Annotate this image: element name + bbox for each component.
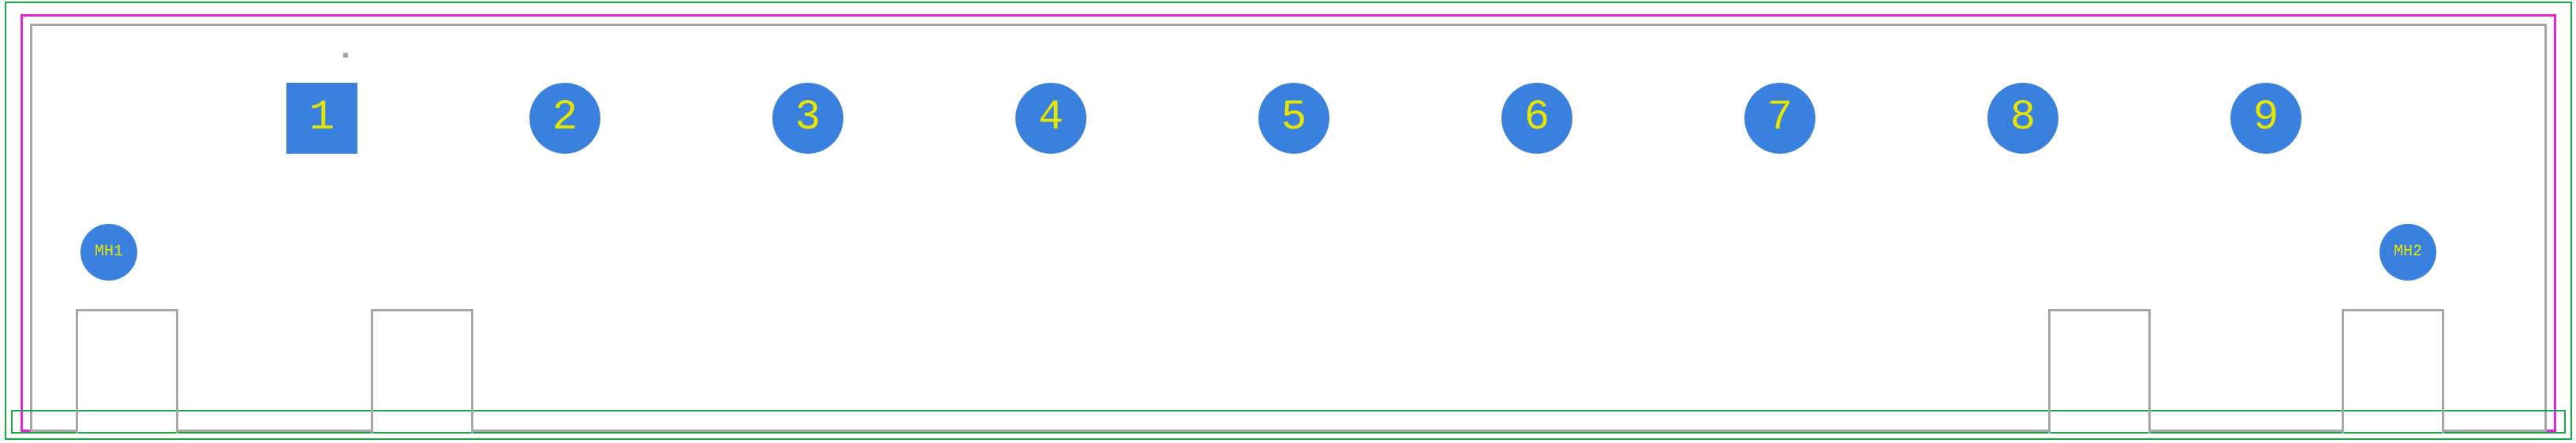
pad-mh-label: MH1 [95, 244, 123, 260]
pad-pin-label: 8 [2010, 97, 2036, 140]
pad-pin-label: 6 [1524, 97, 1550, 140]
pad-pin-7: 7 [1744, 83, 1815, 154]
pad-mh-label: MH2 [2394, 244, 2422, 260]
pad-pin-label: 1 [309, 97, 335, 140]
pad-pin-label: 2 [552, 97, 578, 140]
pad-pin-4: 4 [1015, 83, 1086, 154]
origin-mark [343, 53, 348, 58]
pad-pin-3: 3 [772, 83, 843, 154]
pad-pin-label: 3 [795, 97, 821, 140]
pad-pin-label: 7 [1767, 97, 1793, 140]
pad-pin-1: 1 [286, 83, 357, 154]
pad-pin-5: 5 [1258, 83, 1329, 154]
pad-pin-label: 9 [2253, 97, 2279, 140]
shell-tab-2 [371, 309, 473, 434]
pad-pin-8: 8 [1987, 83, 2058, 154]
shell-tab-3 [2048, 309, 2151, 434]
pad-pin-6: 6 [1501, 83, 1572, 154]
pad-pin-9: 9 [2230, 83, 2301, 154]
pad-mh-mh1: MH1 [80, 224, 137, 281]
pad-mh-mh2: MH2 [2380, 224, 2436, 281]
pcb-footprint-canvas: 1 2 3 4 5 6 7 8 9 MH1 MH2 [0, 0, 2576, 443]
pad-pin-2: 2 [529, 83, 600, 154]
shell-tab-1 [76, 309, 178, 434]
shell-tab-4 [2342, 309, 2444, 434]
pad-pin-label: 4 [1038, 97, 1064, 140]
pad-pin-label: 5 [1281, 97, 1307, 140]
